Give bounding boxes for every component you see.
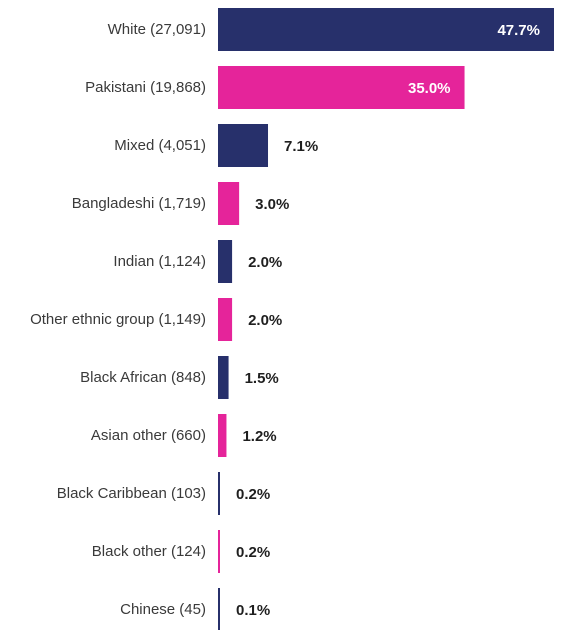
bar [218, 124, 269, 167]
bar [218, 182, 240, 225]
category-label: Black Caribbean (103) [57, 485, 206, 502]
category-label: Black African (848) [80, 369, 206, 386]
bar [218, 8, 554, 51]
category-label: Bangladeshi (1,719) [72, 195, 206, 212]
category-label: Pakistani (19,868) [85, 79, 206, 96]
bar [218, 530, 220, 573]
value-label: 0.1% [236, 602, 270, 619]
value-label: 1.5% [245, 370, 279, 387]
value-label: 0.2% [236, 486, 270, 503]
bar [218, 240, 233, 283]
value-label: 47.7% [497, 22, 540, 39]
value-label: 7.1% [284, 138, 318, 155]
bar [218, 472, 220, 515]
bar [218, 66, 465, 109]
value-label: 0.2% [236, 544, 270, 561]
category-label: Other ethnic group (1,149) [30, 311, 206, 328]
category-label: White (27,091) [108, 21, 206, 38]
bar [218, 588, 220, 630]
category-label: Asian other (660) [91, 427, 206, 444]
bar [218, 414, 227, 457]
bar [218, 298, 233, 341]
value-label: 35.0% [408, 80, 451, 97]
category-label: Chinese (45) [120, 601, 206, 618]
category-label: Black other (124) [92, 543, 206, 560]
value-label: 2.0% [248, 254, 282, 271]
category-label: Mixed (4,051) [114, 137, 206, 154]
value-label: 2.0% [248, 312, 282, 329]
bar [218, 356, 229, 399]
category-label: Indian (1,124) [113, 253, 206, 270]
value-label: 3.0% [255, 196, 289, 213]
value-label: 1.2% [242, 428, 276, 445]
